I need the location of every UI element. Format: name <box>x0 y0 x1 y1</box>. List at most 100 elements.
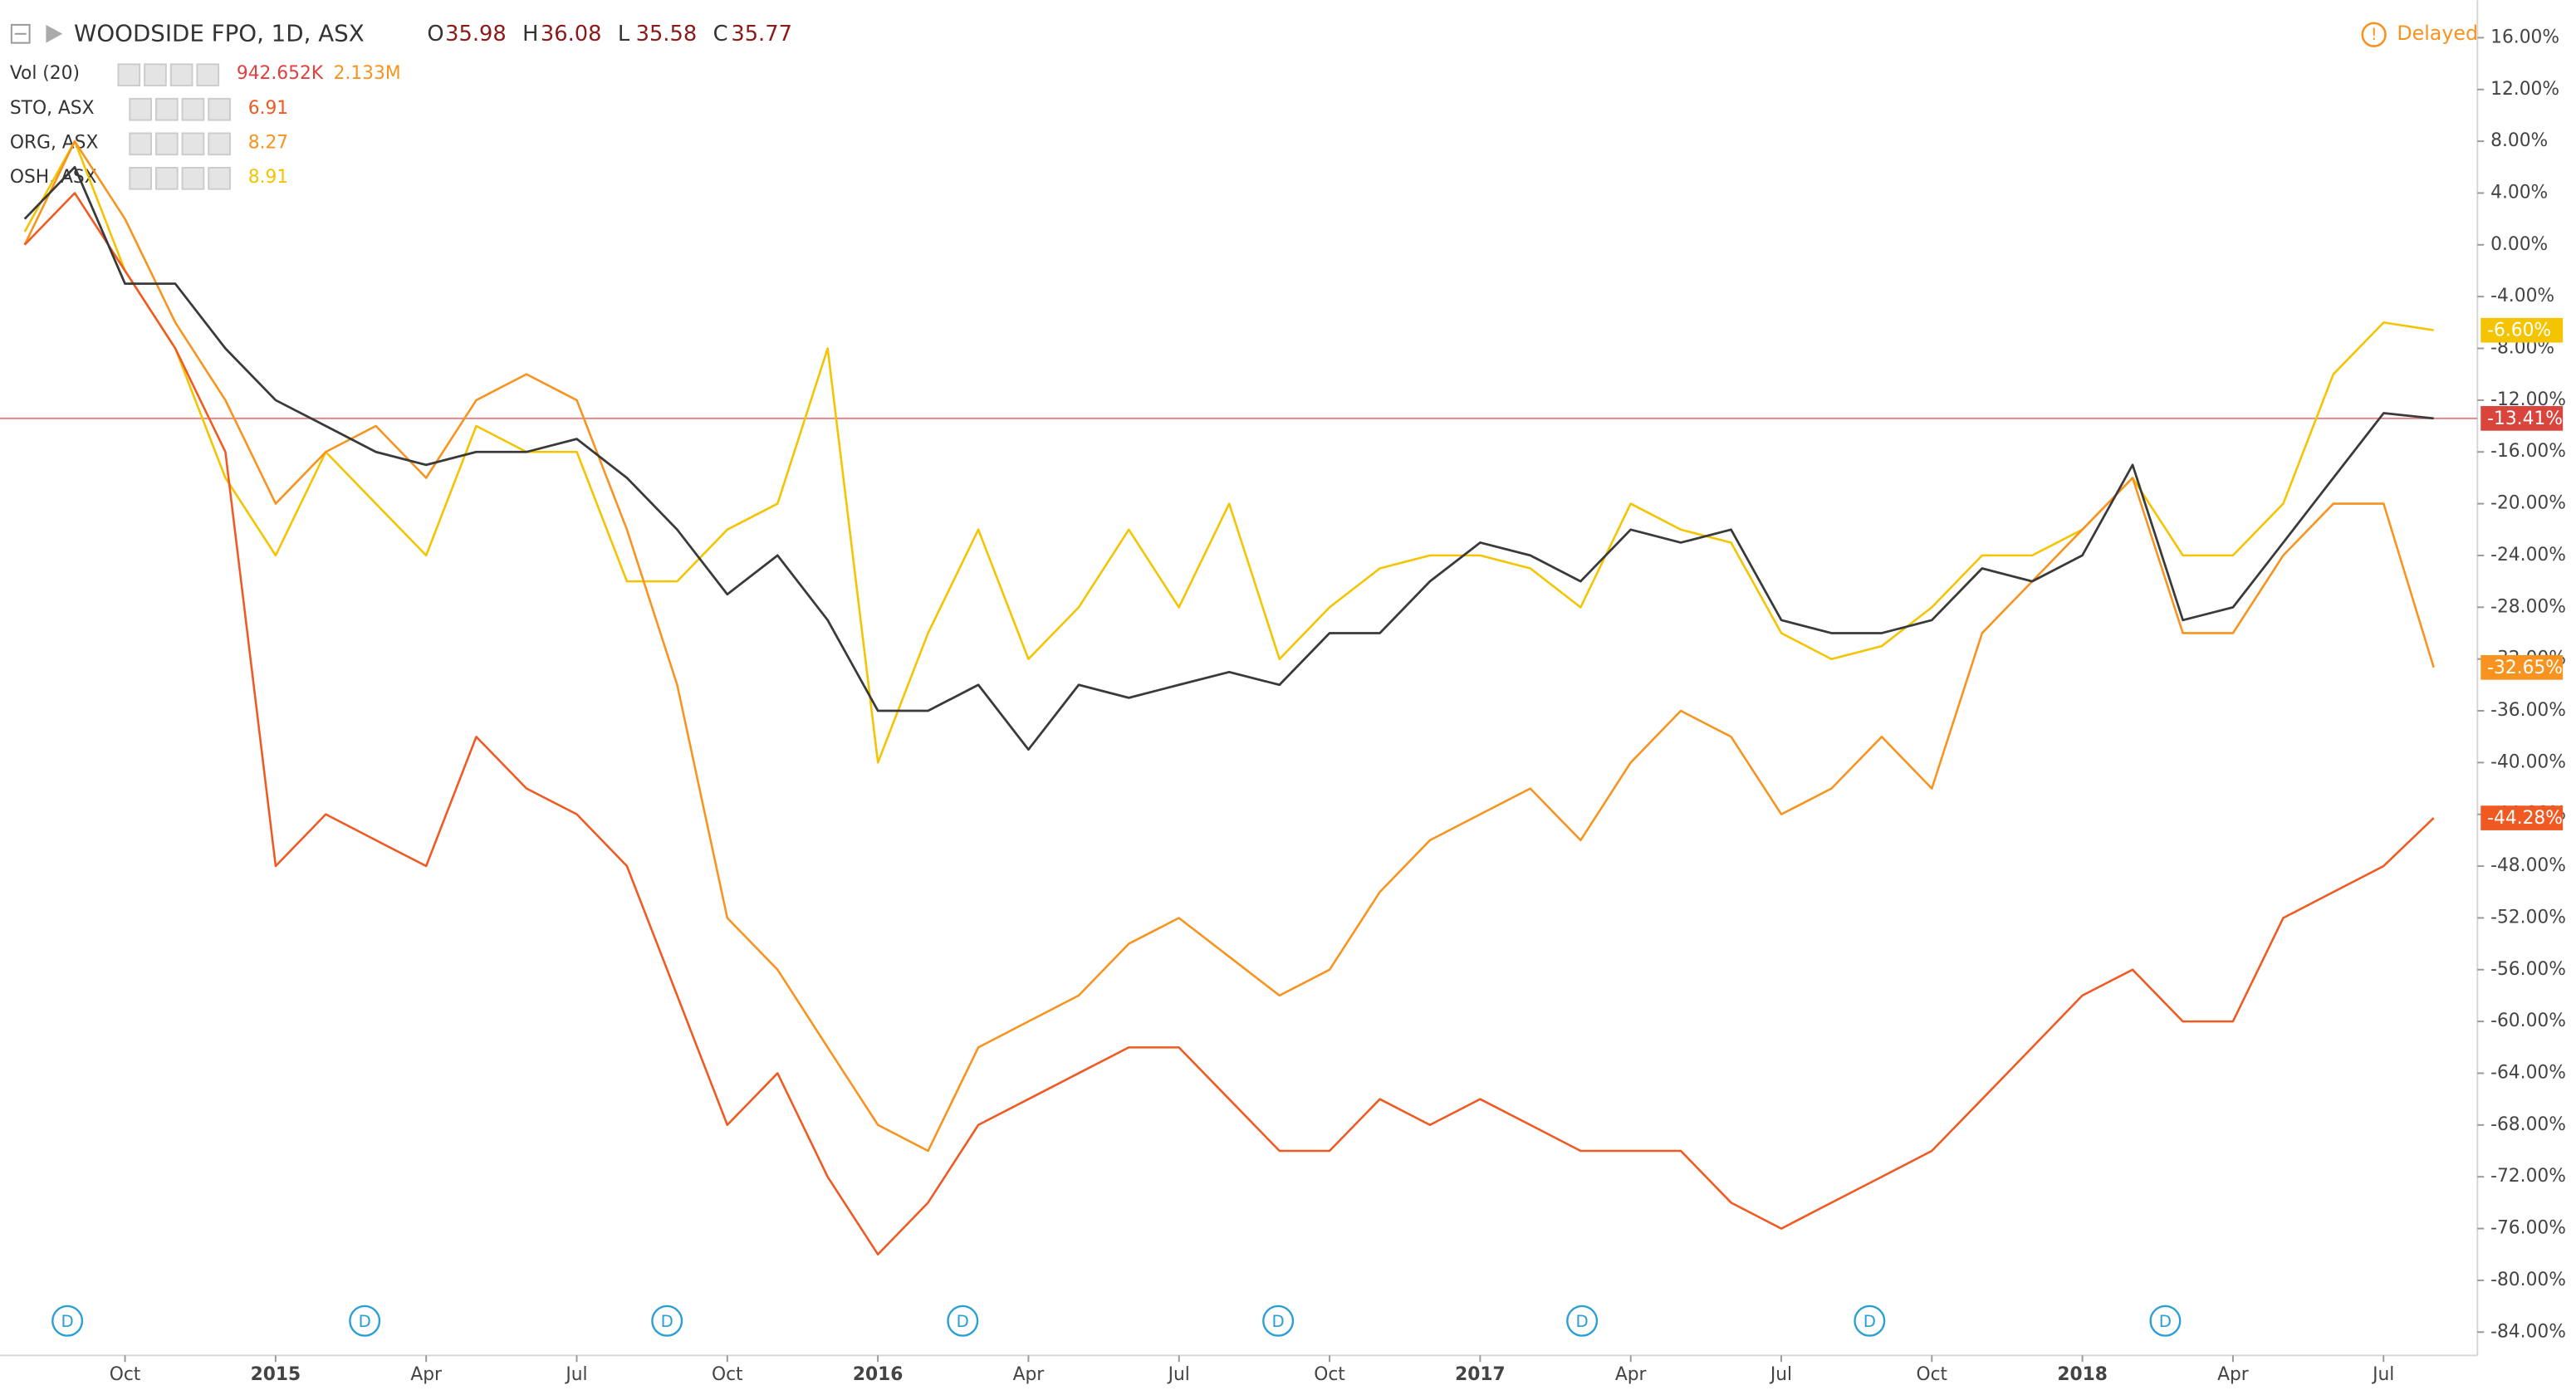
y-tick-label: -64.00% <box>2490 1062 2566 1083</box>
dividend-marker-label: D <box>957 1312 969 1331</box>
ohlc-value: 35.98 <box>445 22 507 46</box>
y-tick-label: -56.00% <box>2490 959 2566 980</box>
x-tick-label: Apr <box>2217 1364 2249 1385</box>
dividend-marker[interactable] <box>1566 1304 1599 1337</box>
y-tick-label: -20.00% <box>2490 493 2566 514</box>
dividend-marker-label: D <box>1863 1312 1876 1331</box>
last-value-tag <box>2481 654 2564 680</box>
legend-icon[interactable] <box>196 63 220 87</box>
legend-price: 6.91 <box>248 98 288 119</box>
legend-icon[interactable] <box>208 132 231 156</box>
dividend-marker[interactable] <box>651 1304 683 1337</box>
x-tick-label: Jul <box>1769 1364 1792 1385</box>
y-tick-label: -68.00% <box>2490 1114 2566 1135</box>
dividend-marker-label: D <box>1576 1312 1589 1331</box>
x-tick-label: Apr <box>1615 1364 1647 1385</box>
y-tick-label: -36.00% <box>2490 700 2566 721</box>
y-tick-label: 12.00% <box>2490 79 2559 100</box>
legend-icon[interactable] <box>154 132 179 156</box>
last-value-label: -13.41% <box>2487 409 2563 429</box>
legend-icon[interactable] <box>129 132 152 156</box>
x-tick-label: Apr <box>1013 1364 1045 1385</box>
volume-legend-value: 2.133M <box>334 63 401 84</box>
legend-icon[interactable] <box>129 97 152 121</box>
ohlc-label: H <box>522 22 538 46</box>
x-tick-label: Jul <box>1167 1364 1190 1385</box>
x-tick-label: Jul <box>564 1364 587 1385</box>
legend-icon[interactable] <box>154 97 179 121</box>
last-value-tag <box>2481 406 2564 431</box>
x-tick-label: Oct <box>1314 1364 1345 1385</box>
series-line <box>23 192 2435 1256</box>
y-tick-label: 16.00% <box>2490 27 2559 47</box>
volume-legend-name: Vol (20) <box>10 63 80 84</box>
symbol-flag <box>46 24 63 43</box>
legend-icon[interactable] <box>208 167 231 190</box>
y-tick-label: -52.00% <box>2490 907 2566 928</box>
dividend-marker[interactable] <box>1262 1304 1295 1337</box>
last-value-label: -32.65% <box>2487 658 2563 678</box>
ohlc-label: L <box>618 22 630 46</box>
y-tick-label: -40.00% <box>2490 751 2566 772</box>
legend-icon[interactable] <box>144 63 167 87</box>
ohlc-value: 36.08 <box>541 22 602 46</box>
delayed-icon-mark: ! <box>2371 25 2378 44</box>
ohlc-value: 35.77 <box>731 22 792 46</box>
last-value-tag <box>2481 805 2564 830</box>
y-tick-label: -60.00% <box>2490 1011 2566 1031</box>
x-tick-label: 2017 <box>1455 1364 1506 1385</box>
legend-icon[interactable] <box>181 167 205 190</box>
dividend-marker[interactable] <box>51 1304 84 1337</box>
ohlc-label: C <box>713 22 728 46</box>
delayed-icon <box>2361 22 2387 47</box>
x-tick-label: Oct <box>1916 1364 1947 1385</box>
x-tick-label: 2016 <box>853 1364 904 1385</box>
collapse-button[interactable] <box>10 23 31 44</box>
y-tick-label: -80.00% <box>2490 1270 2566 1290</box>
y-tick-label: -24.00% <box>2490 545 2566 565</box>
y-tick-label: -16.00% <box>2490 441 2566 462</box>
legend-price: 8.91 <box>248 167 288 188</box>
y-tick-label: 8.00% <box>2490 130 2548 151</box>
legend-name: STO, ASX <box>10 98 95 119</box>
legend-price: 8.27 <box>248 132 288 153</box>
x-tick-label: 2015 <box>251 1364 301 1385</box>
y-tick-label: -28.00% <box>2490 596 2566 617</box>
dividend-marker-label: D <box>1272 1312 1285 1331</box>
dividend-marker-label: D <box>359 1312 371 1331</box>
series-line <box>23 140 2434 764</box>
dividend-marker-label: D <box>661 1312 673 1331</box>
legend-name: ORG, ASX <box>10 132 99 153</box>
legend-icon[interactable] <box>169 63 193 87</box>
x-tick-label: Oct <box>110 1364 141 1385</box>
dividend-marker[interactable] <box>2149 1304 2182 1337</box>
dividend-marker-label: D <box>61 1312 73 1331</box>
legend-icon[interactable] <box>129 167 152 190</box>
x-tick-label: 2018 <box>2057 1364 2108 1385</box>
y-tick-label: 0.00% <box>2490 234 2548 255</box>
y-tick-label: -72.00% <box>2490 1166 2566 1187</box>
legend-icon[interactable] <box>181 132 205 156</box>
x-tick-label: Jul <box>2371 1364 2394 1385</box>
status: Delayed <box>2397 22 2478 45</box>
volume-legend-value: 942.652K <box>237 63 324 84</box>
legend-icon[interactable] <box>117 63 141 87</box>
dividend-marker[interactable] <box>1854 1304 1886 1337</box>
series-line <box>23 165 2434 751</box>
dividend-marker[interactable] <box>947 1304 979 1337</box>
y-tick-label: -84.00% <box>2490 1321 2566 1342</box>
y-tick-label: -76.00% <box>2490 1218 2566 1239</box>
last-value-label: -6.60% <box>2487 321 2551 341</box>
legend-icon[interactable] <box>181 97 205 121</box>
y-tick-label: -4.00% <box>2490 286 2554 306</box>
x-tick-label: Oct <box>712 1364 743 1385</box>
last-value-label: -44.28% <box>2487 808 2563 829</box>
legend-icon[interactable] <box>154 167 179 190</box>
legend-icon[interactable] <box>208 97 231 121</box>
y-tick-label: 4.00% <box>2490 182 2548 203</box>
dividend-marker[interactable] <box>349 1304 381 1337</box>
ohlc-value: 35.58 <box>636 22 698 46</box>
